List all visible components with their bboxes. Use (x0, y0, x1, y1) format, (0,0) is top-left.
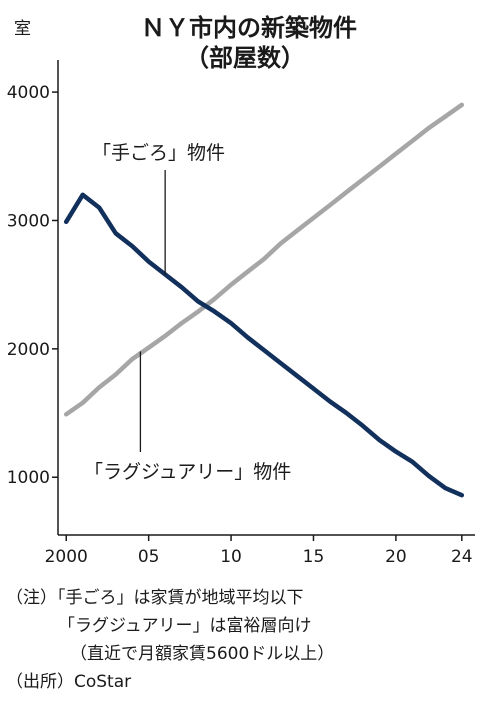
x-tick-label: 2000 (45, 547, 88, 567)
chart-title-line1: ＮＹ市内の新築物件 (141, 14, 357, 42)
note-line-3: （直近で月額家賃5600ドル以上） (70, 644, 335, 664)
x-tick-label: 10 (220, 547, 242, 567)
y-ticks: 1000 2000 3000 4000 (7, 83, 58, 488)
annotations: 「手ごろ」物件「ラグジュアリー」物件 (84, 142, 291, 483)
note-line-2: 「ラグジュアリー」は富裕層向け (58, 616, 312, 636)
chart-title-line2: （部屋数） (185, 44, 305, 72)
x-ticks: 2000 05 10 15 20 24 (45, 535, 473, 567)
y-tick-label: 4000 (7, 83, 50, 103)
series-group (63, 102, 465, 498)
x-tick-label: 24 (451, 547, 473, 567)
series-line-affordable (63, 192, 465, 498)
annotation-affordable-label: 「手ごろ」物件 (92, 142, 225, 164)
source-note: （出所）CoStar (6, 672, 132, 692)
y-unit-label: 室 (14, 19, 31, 39)
x-tick-label: 20 (385, 547, 407, 567)
note-line-1: （注）「手ごろ」は家賃が地域平均以下 (6, 588, 304, 608)
series-line-luxury (63, 102, 465, 417)
x-tick-label: 05 (138, 547, 160, 567)
x-tick-label: 15 (303, 547, 325, 567)
y-tick-label: 2000 (7, 340, 50, 360)
annotation-luxury-label: 「ラグジュアリー」物件 (84, 461, 291, 483)
line-chart: ＮＹ市内の新築物件 （部屋数） 室 1000 2000 3000 4000 2000 0… (7, 14, 475, 567)
y-tick-label: 1000 (7, 468, 50, 488)
notes: （注）「手ごろ」は家賃が地域平均以下 「ラグジュアリー」は富裕層向け （直近で月… (6, 584, 481, 696)
y-tick-label: 3000 (7, 211, 50, 231)
